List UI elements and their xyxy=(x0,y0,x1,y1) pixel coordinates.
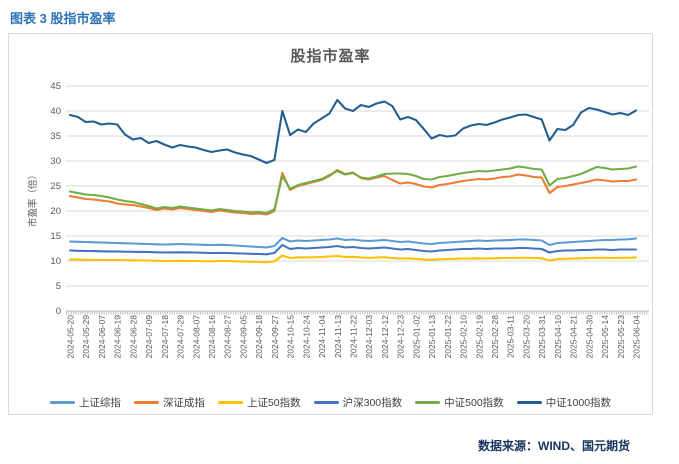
svg-text:2024-06-28: 2024-06-28 xyxy=(128,315,138,359)
legend-swatch-5 xyxy=(516,401,542,404)
svg-text:2025-01-22: 2025-01-22 xyxy=(443,315,453,359)
series-line-0 xyxy=(68,236,638,249)
svg-text:15: 15 xyxy=(50,231,61,242)
svg-text:2025-01-13: 2025-01-13 xyxy=(427,315,437,359)
svg-text:5: 5 xyxy=(56,281,61,292)
svg-text:2025-02-19: 2025-02-19 xyxy=(474,315,484,359)
svg-text:2024-08-27: 2024-08-27 xyxy=(223,315,233,359)
legend-swatch-4 xyxy=(415,401,441,404)
svg-text:2025-04-21: 2025-04-21 xyxy=(569,315,579,359)
svg-text:2025-02-28: 2025-02-28 xyxy=(490,315,500,359)
svg-text:2024-11-13: 2024-11-13 xyxy=(333,315,343,358)
legend-swatch-2 xyxy=(217,401,243,404)
svg-text:2024-06-19: 2024-06-19 xyxy=(113,315,123,359)
series-line-3 xyxy=(68,243,638,256)
chart-title: 股指市盈率 xyxy=(290,48,371,65)
svg-text:2025-05-23: 2025-05-23 xyxy=(616,315,626,359)
legend-item-1: 深证成指 xyxy=(133,395,205,410)
svg-text:35: 35 xyxy=(50,131,61,142)
legend-label-0: 上证综指 xyxy=(78,397,121,409)
legend-label-1: 深证成指 xyxy=(162,397,205,409)
legend-item-3: 沪深300指数 xyxy=(313,395,403,410)
series-line-4 xyxy=(68,165,638,215)
data-source-note: 数据来源：WIND、国元期货 xyxy=(478,439,630,453)
svg-text:2024-12-23: 2024-12-23 xyxy=(396,315,406,359)
svg-text:2024-10-15: 2024-10-15 xyxy=(286,315,296,359)
svg-text:25: 25 xyxy=(50,181,61,192)
svg-text:2024-05-29: 2024-05-29 xyxy=(81,315,91,359)
svg-text:2024-07-29: 2024-07-29 xyxy=(176,315,186,359)
legend-item-2: 上证50指数 xyxy=(217,395,301,410)
svg-text:20: 20 xyxy=(50,206,61,217)
svg-text:2024-11-04: 2024-11-04 xyxy=(317,315,327,358)
svg-text:2025-03-31: 2025-03-31 xyxy=(537,315,547,359)
legend-label-2: 上证50指数 xyxy=(246,397,301,409)
legend-label-4: 中证500指数 xyxy=(444,397,504,409)
y-axis-labels: 0 5 10 15 20 25 30 35 40 45 xyxy=(50,81,61,317)
svg-text:2024-07-09: 2024-07-09 xyxy=(144,315,154,359)
chart-legend: 上证综指 深证成指 上证50指数 沪深300指数 中证500指数 中证1000指数 xyxy=(9,395,652,410)
svg-text:2025-03-20: 2025-03-20 xyxy=(521,315,531,359)
legend-item-0: 上证综指 xyxy=(49,395,121,410)
svg-text:2024-06-07: 2024-06-07 xyxy=(97,315,107,359)
svg-text:2025-04-30: 2025-04-30 xyxy=(584,315,594,359)
x-axis xyxy=(66,310,649,315)
svg-text:2024-08-07: 2024-08-07 xyxy=(191,315,201,359)
svg-text:2024-11-22: 2024-11-22 xyxy=(349,315,359,358)
legend-swatch-1 xyxy=(133,401,159,404)
chart-box: 股指市盈率 0 5 10 15 20 25 30 35 40 45 2024-05-20 2024-0… xyxy=(8,33,653,415)
svg-text:2024-09-05: 2024-09-05 xyxy=(238,315,248,359)
legend-label-5: 中证1000指数 xyxy=(545,397,612,409)
series-line-2 xyxy=(68,254,638,264)
svg-text:2025-02-10: 2025-02-10 xyxy=(459,315,469,359)
x-axis-labels: 2024-05-20 2024-05-29 2024-06-07 2024-06-19… xyxy=(66,315,642,359)
legend-item-5: 中证1000指数 xyxy=(516,395,612,410)
svg-text:45: 45 xyxy=(50,81,61,92)
svg-text:2024-07-18: 2024-07-18 xyxy=(160,315,170,359)
figure-caption: 图表 3 股指市盈率 xyxy=(10,11,116,26)
legend-item-4: 中证500指数 xyxy=(415,395,504,410)
y-axis-title: 市盈率（倍） xyxy=(27,170,39,227)
svg-text:2025-01-02: 2025-01-02 xyxy=(411,315,421,359)
series-line-5 xyxy=(68,98,638,165)
svg-text:2025-04-10: 2025-04-10 xyxy=(553,315,563,359)
svg-text:2025-06-04: 2025-06-04 xyxy=(632,315,642,359)
svg-text:2025-05-14: 2025-05-14 xyxy=(600,315,610,359)
svg-text:2025-03-11: 2025-03-11 xyxy=(506,315,516,358)
svg-text:10: 10 xyxy=(50,256,61,267)
svg-text:40: 40 xyxy=(50,106,61,117)
svg-text:2024-12-12: 2024-12-12 xyxy=(380,315,390,359)
svg-text:2024-05-20: 2024-05-20 xyxy=(66,315,76,359)
svg-text:2024-09-27: 2024-09-27 xyxy=(270,315,280,359)
legend-swatch-3 xyxy=(313,401,339,404)
legend-swatch-0 xyxy=(49,401,75,404)
svg-text:2024-09-18: 2024-09-18 xyxy=(254,315,264,359)
svg-text:30: 30 xyxy=(50,156,61,167)
svg-text:2024-08-16: 2024-08-16 xyxy=(207,315,217,359)
svg-text:0: 0 xyxy=(56,306,61,317)
svg-text:2024-10-24: 2024-10-24 xyxy=(301,315,311,359)
svg-text:2024-12-03: 2024-12-03 xyxy=(364,315,374,359)
legend-label-3: 沪深300指数 xyxy=(342,397,403,409)
